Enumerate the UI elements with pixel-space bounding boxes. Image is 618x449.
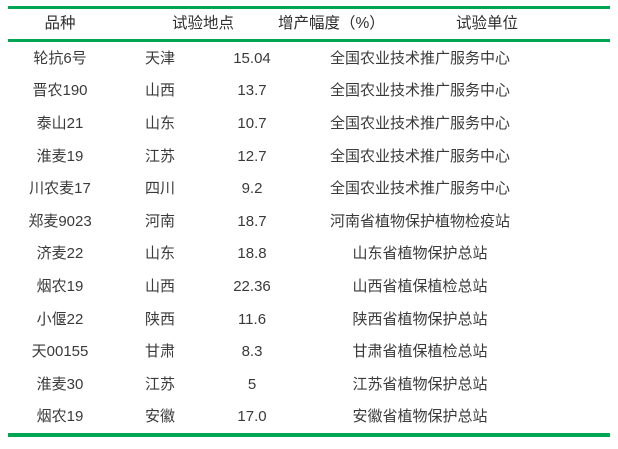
table-row: 烟农19 安徽 17.0 安徽省植物保护总站	[8, 401, 610, 434]
cell-increase: 17.0	[237, 408, 267, 426]
cell-increase: 5	[247, 375, 257, 393]
cell-variety: 淮麦30	[36, 375, 84, 393]
table-row: 晋农190 山西 13.7 全国农业技术推广服务中心	[8, 75, 610, 108]
cell-unit: 河南省植物保护植物检疫站	[329, 212, 510, 230]
table-row: 济麦22 山东 18.8 山东省植物保护总站	[8, 238, 610, 271]
cell-location: 山东	[144, 114, 175, 132]
cell-unit: 全国农业技术推广服务中心	[329, 180, 510, 198]
cell-increase: 12.7	[237, 147, 267, 165]
cell-location: 四川	[144, 180, 175, 198]
cell-increase: 10.7	[237, 114, 267, 132]
cell-variety: 晋农190	[32, 82, 88, 100]
cell-location: 江苏	[144, 147, 175, 165]
header-increase: 增产幅度（%）	[278, 15, 385, 33]
cell-variety: 烟农19	[36, 408, 84, 426]
table-row: 小偃22 陕西 11.6 陕西省植物保护总站	[8, 303, 610, 336]
cell-location: 甘肃	[144, 343, 175, 361]
cell-unit: 山东省植物保护总站	[352, 245, 488, 263]
cell-location: 山东	[144, 245, 175, 263]
cell-unit: 安徽省植物保护总站	[352, 408, 488, 426]
cell-unit: 全国农业技术推广服务中心	[329, 82, 510, 100]
cell-increase: 8.3	[241, 343, 263, 361]
cell-increase: 18.7	[237, 212, 267, 230]
cell-variety: 郑麦9023	[28, 212, 92, 230]
cell-increase: 13.7	[237, 82, 267, 100]
table-body: 轮抗6号 天津 15.04 全国农业技术推广服务中心 晋农190 山西 13.7…	[0, 42, 618, 433]
header-variety: 品种	[44, 15, 76, 33]
cell-increase: 15.04	[233, 49, 271, 67]
cell-location: 陕西	[144, 310, 175, 328]
top-rule	[8, 6, 610, 9]
cell-location: 天津	[144, 49, 175, 67]
cell-variety: 淮麦19	[36, 147, 84, 165]
cell-increase: 22.36	[233, 277, 271, 295]
cell-unit: 陕西省植物保护总站	[352, 310, 488, 328]
cell-unit: 全国农业技术推广服务中心	[329, 49, 510, 67]
cell-unit: 全国农业技术推广服务中心	[329, 147, 510, 165]
cell-increase: 11.6	[237, 310, 267, 328]
cell-unit: 江苏省植物保护总站	[352, 375, 488, 393]
table-header-row: 品种 试验地点 增产幅度（%） 试验单位	[8, 9, 610, 39]
cell-variety: 济麦22	[36, 245, 84, 263]
cell-unit: 山西省植保植检总站	[352, 277, 488, 295]
cell-variety: 轮抗6号	[33, 49, 87, 67]
cell-location: 安徽	[144, 408, 175, 426]
cell-location: 山西	[144, 82, 175, 100]
cell-variety: 川农麦17	[29, 180, 91, 198]
cell-increase: 9.2	[241, 180, 263, 198]
bottom-rule	[8, 433, 610, 438]
table-row: 轮抗6号 天津 15.04 全国农业技术推广服务中心	[8, 42, 610, 75]
cell-variety: 小偃22	[36, 310, 84, 328]
table-row: 淮麦19 江苏 12.7 全国农业技术推广服务中心	[8, 140, 610, 173]
cell-variety: 烟农19	[36, 277, 84, 295]
header-unit: 试验单位	[455, 15, 518, 33]
table-row: 郑麦9023 河南 18.7 河南省植物保护植物检疫站	[8, 205, 610, 238]
cell-variety: 天00155	[31, 343, 89, 361]
cell-unit: 甘肃省植保植检总站	[352, 343, 488, 361]
table-row: 烟农19 山西 22.36 山西省植保植检总站	[8, 270, 610, 303]
cell-location: 山西	[144, 277, 175, 295]
header-rule	[8, 39, 610, 42]
header-location: 试验地点	[172, 15, 235, 33]
table-row: 淮麦30 江苏 5 江苏省植物保护总站	[8, 368, 610, 401]
cell-location: 江苏	[144, 375, 175, 393]
cell-location: 河南	[144, 212, 175, 230]
cell-variety: 泰山21	[36, 114, 84, 132]
table-row: 泰山21 山东 10.7 全国农业技术推广服务中心	[8, 107, 610, 140]
cell-increase: 18.8	[237, 245, 267, 263]
table-row: 川农麦17 四川 9.2 全国农业技术推广服务中心	[8, 172, 610, 205]
table-row: 天00155 甘肃 8.3 甘肃省植保植检总站	[8, 335, 610, 368]
cell-unit: 全国农业技术推广服务中心	[329, 114, 510, 132]
